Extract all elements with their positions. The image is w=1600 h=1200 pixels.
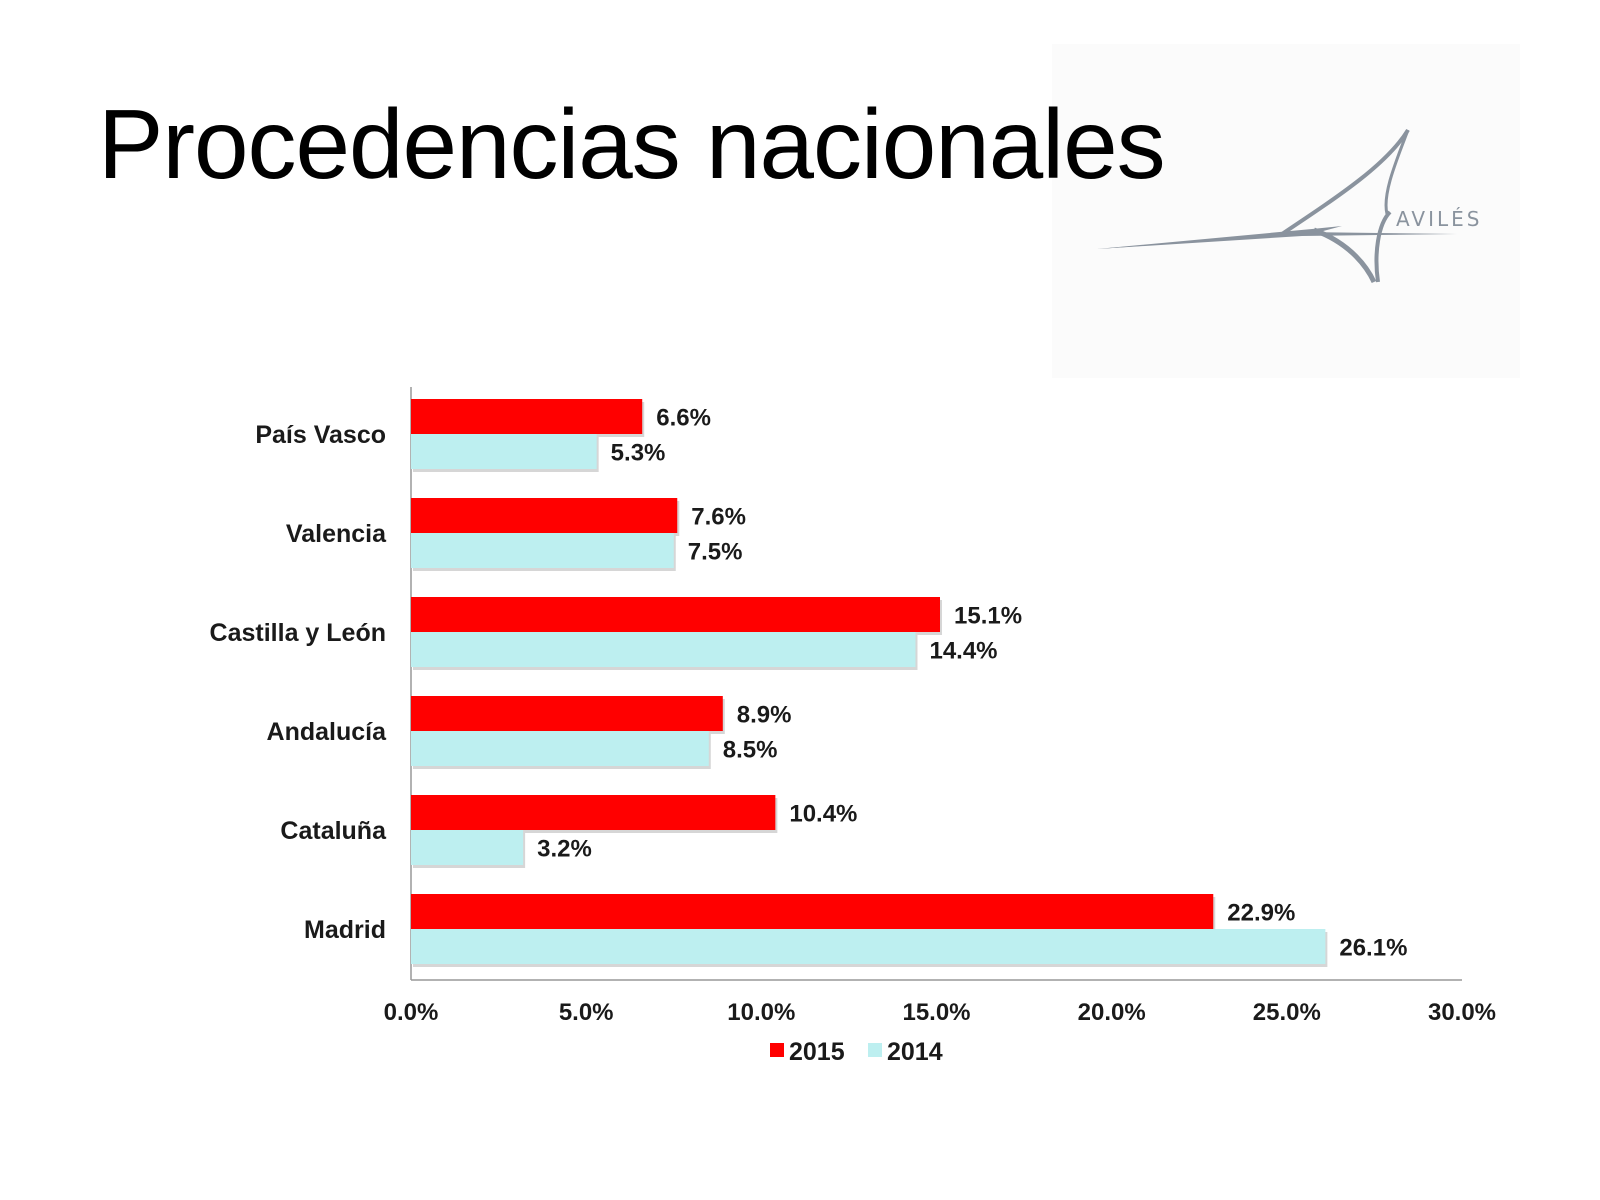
value-label-2015-madrid: 22.9%	[1227, 900, 1295, 927]
bar-2015-cataluna	[411, 795, 776, 830]
x-tick-label: 15.0%	[902, 999, 970, 1026]
bar-2015-andalucia	[411, 696, 723, 731]
value-label-2014-madrid: 26.1%	[1339, 935, 1407, 962]
x-tick-label: 30.0%	[1428, 999, 1496, 1026]
bar-2015-pais-vasco	[411, 399, 643, 434]
value-label-2015-cataluna: 10.4%	[789, 801, 857, 828]
category-label-valencia: Valencia	[286, 520, 387, 548]
category-label-pais-vasco: País Vasco	[255, 421, 386, 449]
aviles-logo-mark	[1097, 128, 1457, 284]
value-label-2015-valencia: 7.6%	[691, 504, 746, 531]
aviles-logo: AVILÉS	[1052, 44, 1520, 378]
bar-2015-madrid	[411, 894, 1214, 929]
legend-swatch-2015	[770, 1043, 784, 1057]
value-label-2014-andalucia: 8.5%	[723, 737, 778, 764]
x-tick-label: 5.0%	[559, 999, 614, 1026]
category-label-cataluna: Cataluña	[280, 817, 387, 845]
bar-2014-valencia	[411, 533, 674, 568]
bar-2014-castilla-y-leon	[411, 632, 916, 667]
bar-2015-castilla-y-leon	[411, 597, 941, 632]
value-label-2015-andalucia: 8.9%	[737, 702, 792, 729]
value-label-2014-valencia: 7.5%	[688, 539, 743, 566]
category-label-castilla-y-leon: Castilla y León	[210, 619, 386, 647]
legend-label-2014: 2014	[887, 1038, 943, 1066]
bar-2014-madrid	[411, 929, 1326, 964]
x-tick-label: 25.0%	[1253, 999, 1321, 1026]
legend-swatch-2014	[868, 1043, 882, 1057]
legend-label-2015: 2015	[789, 1038, 845, 1066]
x-tick-label: 10.0%	[727, 999, 795, 1026]
bar-2014-andalucia	[411, 731, 709, 766]
x-tick-label: 20.0%	[1078, 999, 1146, 1026]
category-label-andalucia: Andalucía	[267, 718, 388, 746]
logo-text: AVILÉS	[1396, 207, 1483, 231]
category-label-madrid: Madrid	[304, 916, 386, 944]
slide-title: Procedencias nacionales	[98, 89, 1166, 199]
value-label-2014-pais-vasco: 5.3%	[611, 440, 666, 467]
bar-2014-cataluna	[411, 830, 524, 865]
bar-2014-pais-vasco	[411, 434, 597, 469]
x-tick-label: 0.0%	[384, 999, 439, 1026]
value-label-2015-pais-vasco: 6.6%	[656, 405, 711, 432]
bar-2015-valencia	[411, 498, 678, 533]
value-label-2014-castilla-y-leon: 14.4%	[929, 638, 997, 665]
value-label-2014-cataluna: 3.2%	[537, 836, 592, 863]
value-label-2015-castilla-y-leon: 15.1%	[954, 603, 1022, 630]
